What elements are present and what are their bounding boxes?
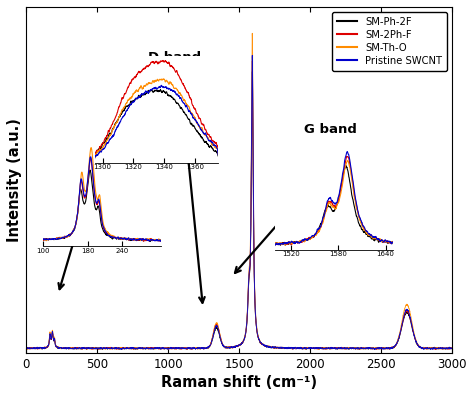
Y-axis label: Intensity (a.u.): Intensity (a.u.) bbox=[7, 118, 22, 242]
Text: D band: D band bbox=[147, 50, 201, 64]
X-axis label: Raman shift (cm⁻¹): Raman shift (cm⁻¹) bbox=[161, 375, 317, 390]
Text: RBM: RBM bbox=[100, 125, 134, 138]
Legend: SM-Ph-2F, SM-2Ph-F, SM-Th-O, Pristine SWCNT: SM-Ph-2F, SM-2Ph-F, SM-Th-O, Pristine SW… bbox=[332, 12, 447, 71]
Text: G band: G band bbox=[304, 123, 357, 136]
